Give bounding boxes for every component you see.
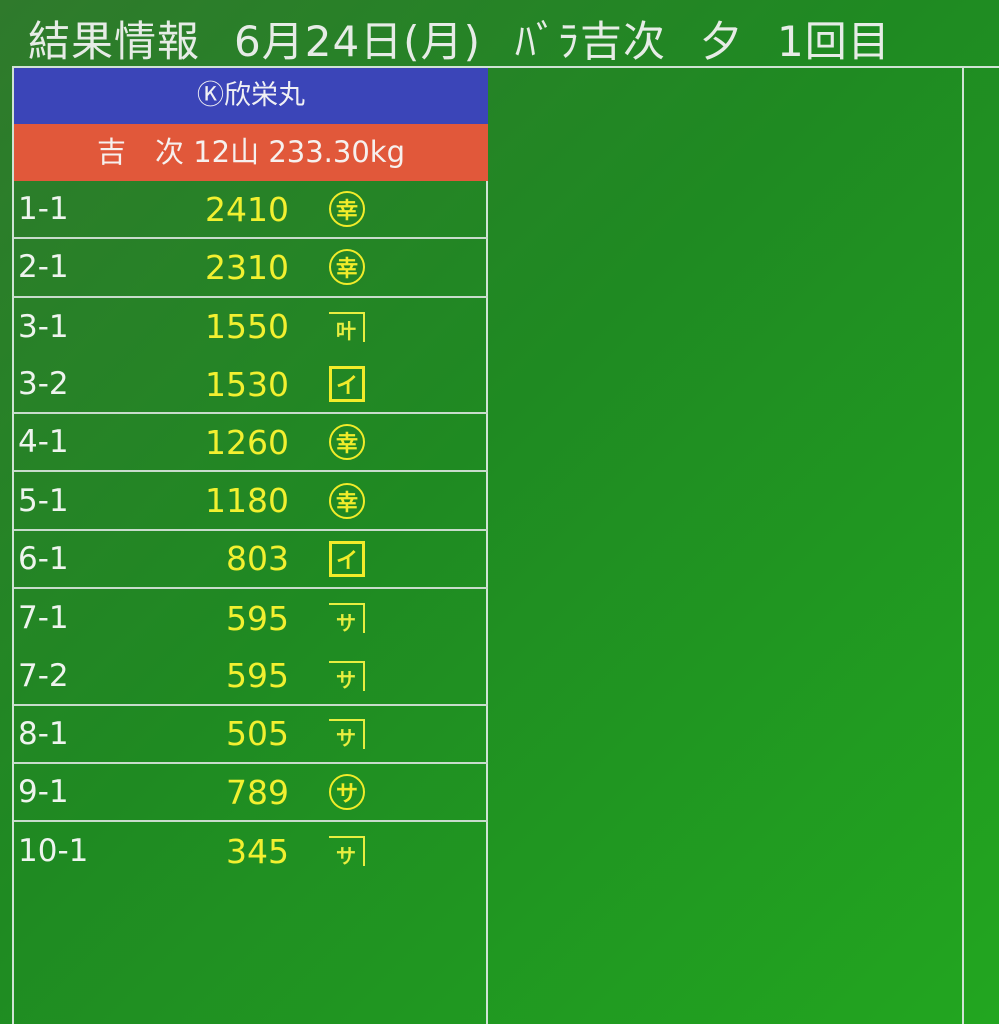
results-grid [12, 66, 999, 1024]
results-list: 1-1 2410 幸 2-1 2310 幸 3-1 1550 叶 3-2 1530 イ 4-1 1260 幸… [14, 181, 488, 881]
buyer-mark-icon: イ [329, 366, 365, 403]
buyer-mark-icon: サ [329, 718, 365, 750]
result-row: 3-1 1550 叶 [14, 298, 488, 356]
page-title: 結果情報 6月24日(月) ﾊﾞﾗ吉次夕 1回目 [28, 8, 925, 66]
result-row: 9-1 789 サ [14, 764, 488, 823]
price: 345 [226, 831, 289, 871]
result-row: 7-2 595 サ [14, 647, 488, 706]
column-divider [12, 66, 14, 1024]
result-row: 8-1 505 サ [14, 706, 488, 764]
lot-number: 7-1 [18, 600, 69, 637]
lot-number: 10-1 [18, 833, 89, 870]
category: ﾊﾞﾗ吉次 [514, 17, 666, 66]
result-row: 3-2 1530 イ [14, 356, 488, 415]
result-row: 1-1 2410 幸 [14, 181, 488, 240]
round: 1回目 [776, 17, 891, 66]
price: 505 [226, 714, 289, 754]
buyer-mark-icon: サ [329, 774, 365, 811]
vessel-summary: 吉 次 12山 233.30kg [14, 124, 488, 181]
lot-number: 5-1 [18, 482, 69, 519]
buyer-mark-icon: 幸 [329, 482, 365, 519]
result-row: 5-1 1180 幸 [14, 472, 488, 531]
buyer-mark-icon: サ [329, 836, 365, 868]
lot-number: 1-1 [18, 191, 69, 228]
buyer-mark-icon: 幸 [329, 249, 365, 286]
price: 2310 [205, 247, 289, 287]
lot-number: 3-1 [18, 308, 69, 345]
date: 6月24日(月) [234, 17, 481, 66]
title-label: 結果情報 [28, 17, 201, 66]
result-row: 2-1 2310 幸 [14, 239, 488, 298]
vessel-panel: Ⓚ欣栄丸 吉 次 12山 233.30kg 1-1 2410 幸 2-1 2310 幸 3-… [14, 68, 488, 1024]
price: 595 [226, 598, 289, 638]
buyer-mark-icon: 叶 [329, 311, 365, 343]
result-row: 4-1 1260 幸 [14, 414, 488, 473]
lot-number: 2-1 [18, 249, 69, 286]
result-row: 7-1 595 サ [14, 589, 488, 647]
buyer-mark-icon: サ [329, 660, 365, 692]
column-divider [962, 66, 964, 1024]
result-row: 6-1 803 イ [14, 531, 488, 590]
lot-number: 3-2 [18, 366, 69, 403]
price: 2410 [205, 189, 289, 229]
price: 1180 [205, 481, 289, 521]
lot-number: 6-1 [18, 540, 69, 577]
vessel-name: Ⓚ欣栄丸 [14, 68, 488, 124]
buyer-mark-icon: イ [329, 540, 365, 577]
price: 1530 [205, 364, 289, 404]
price: 1550 [205, 307, 289, 347]
session: 夕 [699, 17, 743, 66]
price: 789 [226, 772, 289, 812]
column-divider [486, 66, 488, 1024]
price: 1260 [205, 422, 289, 462]
price: 803 [226, 539, 289, 579]
result-row: 10-1 345 サ [14, 822, 488, 880]
lot-number: 9-1 [18, 774, 69, 811]
lot-number: 8-1 [18, 715, 69, 752]
buyer-mark-icon: サ [329, 603, 365, 635]
lot-number: 7-2 [18, 657, 69, 694]
grid-top-line [12, 66, 999, 68]
lot-number: 4-1 [18, 424, 69, 461]
buyer-mark-icon: 幸 [329, 424, 365, 461]
price: 595 [226, 656, 289, 696]
buyer-mark-icon: 幸 [329, 191, 365, 228]
